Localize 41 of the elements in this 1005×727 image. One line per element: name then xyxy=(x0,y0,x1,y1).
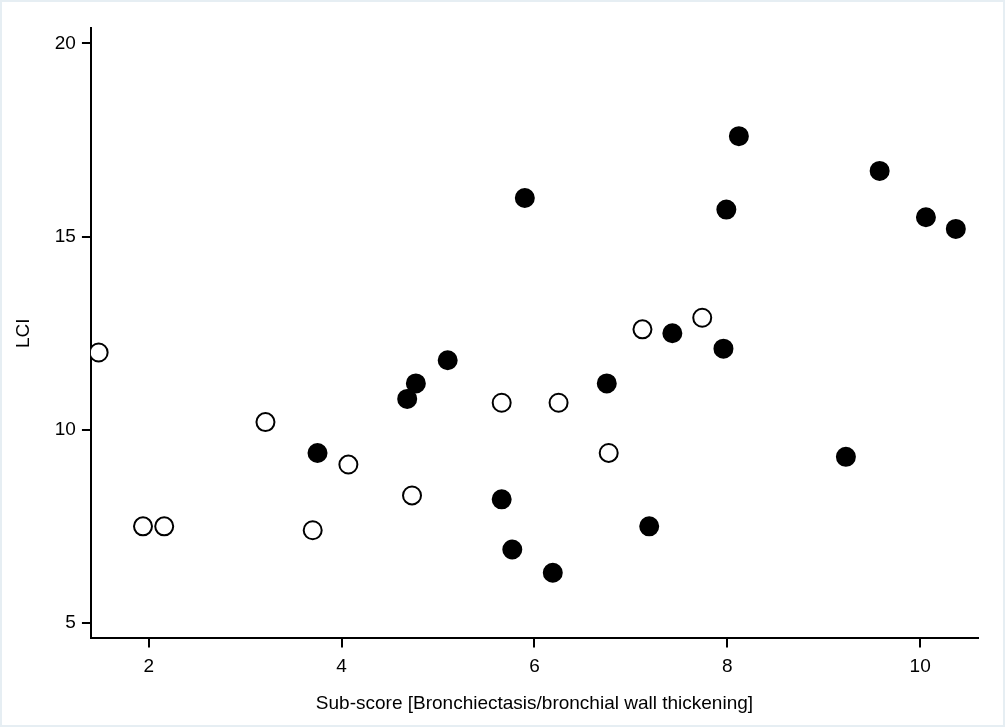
point xyxy=(662,323,683,344)
point xyxy=(255,412,276,433)
x-axis-title: Sub-score [Bronchiectasis/bronchial wall thickening] xyxy=(315,691,754,713)
point xyxy=(596,373,617,394)
point xyxy=(915,207,936,228)
point xyxy=(491,392,512,413)
point xyxy=(514,187,535,208)
point xyxy=(502,539,523,560)
y-axis-title: LCI xyxy=(11,318,33,348)
x-tick-label: 10 xyxy=(909,655,931,677)
point xyxy=(542,562,563,583)
point xyxy=(835,446,856,467)
point xyxy=(692,307,713,328)
point xyxy=(133,516,153,537)
point xyxy=(90,342,109,363)
point xyxy=(548,392,569,413)
point xyxy=(945,218,966,239)
point xyxy=(338,454,359,475)
y-tick-label: 15 xyxy=(54,224,76,246)
y-tick-label: 5 xyxy=(65,611,76,633)
x-tick-label: 6 xyxy=(529,655,540,677)
point xyxy=(402,485,423,506)
x-tick-label: 8 xyxy=(722,655,733,677)
point xyxy=(713,338,734,359)
point xyxy=(728,126,749,147)
point xyxy=(405,373,426,394)
point xyxy=(639,516,660,537)
point xyxy=(716,199,737,220)
point xyxy=(869,160,890,181)
point xyxy=(154,516,175,537)
point xyxy=(302,520,323,541)
point xyxy=(397,388,418,409)
point xyxy=(598,442,619,463)
point xyxy=(632,319,653,340)
y-tick-label: 10 xyxy=(54,418,76,440)
y-tick-label: 20 xyxy=(54,31,76,53)
point xyxy=(491,489,512,510)
point xyxy=(437,350,458,371)
x-tick-label: 4 xyxy=(336,655,348,677)
x-tick-label: 2 xyxy=(143,655,155,677)
point xyxy=(307,442,328,463)
